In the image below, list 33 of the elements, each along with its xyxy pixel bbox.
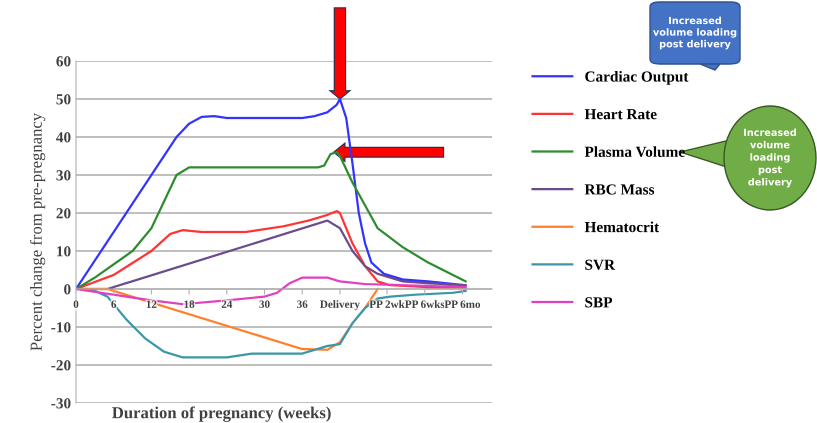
text: Increased volume loading post delivery [653, 16, 736, 50]
legend-label: Plasma Volume [584, 146, 685, 158]
x-tick-label: PP 6wks [405, 300, 444, 308]
y-tick-label: -20 [51, 360, 71, 370]
legend-label: SBP [585, 297, 612, 308]
legend-label: Heart Rate [584, 109, 657, 120]
y-tick-label: 60 [56, 56, 71, 66]
y-tick-label: -30 [51, 398, 71, 408]
y-tick-label: 20 [56, 208, 71, 218]
x-tick-label: 12 [146, 300, 156, 308]
x-tick-label: PP 6mo [444, 300, 480, 308]
line-series [76, 151, 467, 290]
legend-label: Cardiac Output [585, 70, 688, 85]
x-tick-label: PP 2wk [370, 300, 405, 308]
x-tick-label: 6 [111, 300, 116, 308]
legend-label: SVR [585, 260, 616, 270]
y-tick-label: 50 [56, 94, 71, 104]
x-tick-label: Delivery [320, 300, 360, 310]
y-axis-title: Percent change from pre-pregnancy [30, 112, 46, 351]
x-tick-label: 30 [259, 300, 270, 308]
legend-label: Hematocrit [584, 221, 660, 232]
x-tick-label: 0 [74, 300, 78, 308]
legend-label: RBC Mass [584, 184, 654, 195]
x-axis-title: Duration of pregnancy (weeks) [112, 406, 331, 422]
x-tick-label: 18 [184, 300, 194, 308]
text: Increased volume loading post delivery [744, 128, 796, 188]
y-tick-label: 30 [56, 170, 71, 180]
y-tick-label: -10 [51, 322, 71, 332]
x-tick-label: 24 [222, 300, 232, 308]
y-tick-label: 10 [57, 246, 71, 256]
y-tick-label: 40 [56, 132, 71, 142]
x-tick-label: 36 [297, 300, 308, 308]
y-tick-label: 0 [64, 284, 71, 294]
